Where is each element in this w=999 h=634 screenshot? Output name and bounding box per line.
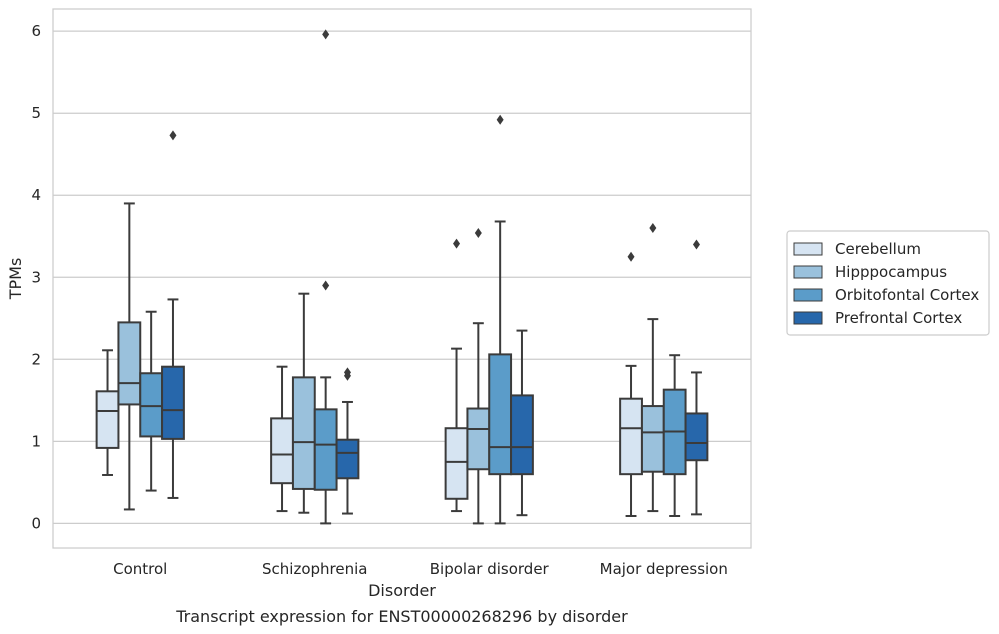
box-iqr — [466, 407, 491, 471]
outlier-point — [453, 238, 461, 249]
x-tick-label: Control — [113, 560, 167, 578]
box-iqr — [161, 365, 185, 440]
box-iqr — [444, 427, 469, 500]
box-prefrontal-cortex-3 — [684, 239, 709, 516]
box-iqr — [510, 394, 534, 476]
legend-label: Orbitofontal Cortex — [835, 286, 979, 304]
x-axis-label: Disorder — [368, 581, 436, 600]
box-iqr — [291, 376, 316, 490]
box-cerebellum-1 — [270, 365, 294, 513]
legend-frame — [786, 230, 990, 336]
chart-title: Transcript expression for ENST0000026829… — [175, 607, 628, 626]
y-tick-label: 6 — [31, 22, 41, 40]
x-tick-label: Major depression — [600, 560, 728, 578]
boxes — [95, 29, 709, 525]
outlier-point — [169, 130, 177, 141]
box-cerebellum-3 — [619, 251, 643, 518]
legend-label: Cerebellum — [835, 240, 921, 258]
box-iqr — [335, 438, 360, 480]
box-iqr — [139, 372, 164, 438]
y-tick-label: 3 — [31, 268, 41, 286]
outlier-point — [322, 29, 330, 40]
box-iqr — [117, 321, 142, 406]
x-tick-label: Bipolar disorder — [430, 560, 550, 578]
x-axis-ticks: Control Schizophrenia Bipolar disorder Majo… — [113, 560, 728, 578]
outlier-point — [692, 239, 700, 250]
legend-swatch — [793, 265, 823, 279]
x-tick-label: Schizophrenia — [262, 560, 367, 578]
legend-label: Hipppocampus — [835, 263, 947, 281]
box-iqr — [640, 405, 665, 473]
box-prefrontal-cortex-0 — [161, 130, 185, 499]
y-axis-label: TPMs — [6, 258, 25, 301]
outlier-point — [649, 223, 657, 234]
legend: Cerebellum Hipppocampus Orbitofontal Corte… — [786, 230, 990, 336]
box-prefrontal-cortex-1 — [335, 367, 360, 515]
outlier-point — [627, 251, 635, 262]
outlier-point — [474, 227, 482, 238]
y-tick-label: 1 — [31, 432, 41, 450]
y-tick-label: 2 — [31, 350, 41, 368]
legend-swatch — [793, 242, 823, 256]
box-cerebellum-0 — [95, 349, 120, 476]
y-tick-label: 5 — [31, 104, 41, 122]
y-axis-ticks: 0 1 2 3 4 5 6 — [31, 22, 41, 532]
y-tick-label: 4 — [31, 186, 41, 204]
box-iqr — [313, 408, 338, 491]
box-hipppocampus-0 — [117, 202, 142, 511]
legend-swatch — [793, 311, 823, 325]
box-iqr — [488, 353, 513, 476]
outlier-point — [343, 367, 351, 378]
box-iqr — [684, 412, 709, 462]
box-prefrontal-cortex-2 — [510, 329, 534, 517]
box-iqr — [619, 397, 643, 476]
box-iqr — [95, 390, 120, 449]
box-orbitofontal-cortex-2 — [488, 114, 513, 525]
legend-label: Prefrontal Cortex — [835, 309, 962, 327]
box-iqr — [270, 417, 294, 485]
legend-swatch — [793, 288, 823, 302]
box-orbitofontal-cortex-3 — [662, 354, 687, 518]
y-tick-label: 0 — [31, 514, 41, 532]
outlier-point — [496, 114, 504, 125]
outlier-point — [322, 280, 330, 291]
